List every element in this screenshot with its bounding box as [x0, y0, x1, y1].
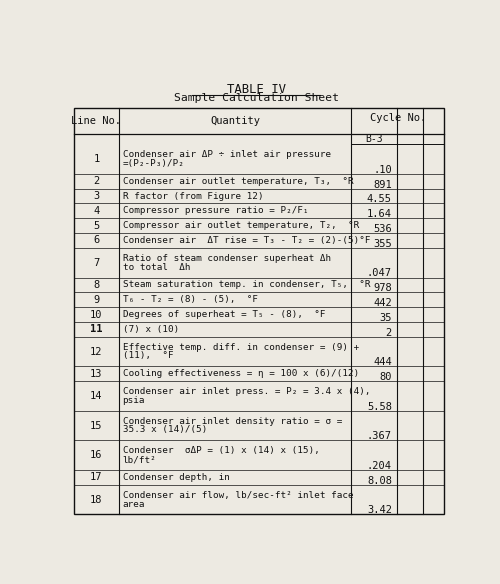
Text: 16: 16 [90, 450, 102, 460]
Text: area: area [122, 499, 145, 509]
Text: (7) x (10): (7) x (10) [122, 325, 179, 334]
Text: 10: 10 [90, 310, 102, 319]
Text: 1: 1 [94, 154, 100, 164]
Text: (11),  °F: (11), °F [122, 352, 173, 360]
Text: Effective temp. diff. in condenser = (9) +: Effective temp. diff. in condenser = (9)… [122, 343, 359, 352]
Text: 11: 11 [90, 324, 102, 334]
Text: 444: 444 [373, 357, 392, 367]
Text: Degrees of superheat = T₅ - (8),  °F: Degrees of superheat = T₅ - (8), °F [122, 310, 325, 319]
Text: Condenser depth, in: Condenser depth, in [122, 473, 230, 482]
Text: 15: 15 [90, 420, 102, 430]
Text: Compressor air outlet temperature, T₂,  °R: Compressor air outlet temperature, T₂, °… [122, 221, 359, 230]
Text: Condenser air ΔP ÷ inlet air pressure: Condenser air ΔP ÷ inlet air pressure [122, 150, 330, 159]
Text: 3: 3 [94, 191, 100, 201]
Text: 6: 6 [94, 235, 100, 245]
Text: 35: 35 [380, 313, 392, 323]
Text: 5.58: 5.58 [367, 402, 392, 412]
Text: 8.08: 8.08 [367, 475, 392, 486]
Text: Cooling effectiveness = η = 100 x (6)/(12): Cooling effectiveness = η = 100 x (6)/(1… [122, 369, 359, 378]
Text: Steam saturation temp. in condenser, T₅,  °R: Steam saturation temp. in condenser, T₅,… [122, 280, 370, 290]
Text: .204: .204 [367, 461, 392, 471]
Text: 17: 17 [90, 472, 102, 482]
Text: to total  Δh: to total Δh [122, 263, 190, 272]
Text: Condenser air flow, lb/sec-ft² inlet face: Condenser air flow, lb/sec-ft² inlet fac… [122, 491, 353, 500]
Text: 1.64: 1.64 [367, 209, 392, 219]
Text: Quantity: Quantity [210, 116, 260, 126]
Text: 13: 13 [90, 369, 102, 379]
Text: Ratio of steam condenser superheat Δh: Ratio of steam condenser superheat Δh [122, 254, 330, 263]
Text: 355: 355 [373, 239, 392, 249]
Text: 4: 4 [94, 206, 100, 216]
Text: Compressor pressure ratio = P₂/F₁: Compressor pressure ratio = P₂/F₁ [122, 206, 308, 215]
Text: .047: .047 [367, 269, 392, 279]
Text: 3.42: 3.42 [367, 505, 392, 515]
Text: .10: .10 [373, 165, 392, 175]
Text: 12: 12 [90, 346, 102, 356]
Text: Line No.: Line No. [72, 116, 122, 126]
Text: 536: 536 [373, 224, 392, 234]
Text: 9: 9 [94, 295, 100, 305]
Text: 2: 2 [94, 176, 100, 186]
Text: 442: 442 [373, 298, 392, 308]
Text: Condenser air inlet press. = P₂ = 3.4 x (4),: Condenser air inlet press. = P₂ = 3.4 x … [122, 387, 370, 396]
Text: Condenser  σΔP = (1) x (14) x (15),: Condenser σΔP = (1) x (14) x (15), [122, 446, 320, 455]
Text: 978: 978 [373, 283, 392, 293]
Text: psia: psia [122, 396, 145, 405]
Text: 2: 2 [386, 328, 392, 338]
Text: Condenser air outlet temperature, T₃,  °R: Condenser air outlet temperature, T₃, °R [122, 177, 353, 186]
Text: R factor (from Figure 12): R factor (from Figure 12) [122, 192, 263, 200]
Text: Cycle No.: Cycle No. [370, 113, 426, 123]
Text: Sample Calculation Sheet: Sample Calculation Sheet [174, 93, 339, 103]
Text: 4.55: 4.55 [367, 194, 392, 204]
Text: B-3: B-3 [365, 134, 382, 144]
Text: TABLE IV: TABLE IV [227, 83, 286, 96]
Text: 7: 7 [94, 258, 100, 267]
Text: 14: 14 [90, 391, 102, 401]
Text: .367: .367 [367, 431, 392, 441]
Text: =(P₂-P₃)/P₂: =(P₂-P₃)/P₂ [122, 159, 184, 168]
Text: Condenser air  ΔT rise = T₃ - T₂ = (2)-(5)°F: Condenser air ΔT rise = T₃ - T₂ = (2)-(5… [122, 236, 370, 245]
Text: 35.3 x (14)/(5): 35.3 x (14)/(5) [122, 426, 207, 434]
Text: 80: 80 [380, 372, 392, 382]
Text: 8: 8 [94, 280, 100, 290]
Text: 18: 18 [90, 495, 102, 505]
Text: lb/ft²: lb/ft² [122, 455, 156, 464]
Text: 5: 5 [94, 221, 100, 231]
Text: T₆ - T₂ = (8) - (5),  °F: T₆ - T₂ = (8) - (5), °F [122, 296, 258, 304]
Text: Condenser air inlet density ratio = σ =: Condenser air inlet density ratio = σ = [122, 416, 342, 426]
Text: 891: 891 [373, 179, 392, 190]
